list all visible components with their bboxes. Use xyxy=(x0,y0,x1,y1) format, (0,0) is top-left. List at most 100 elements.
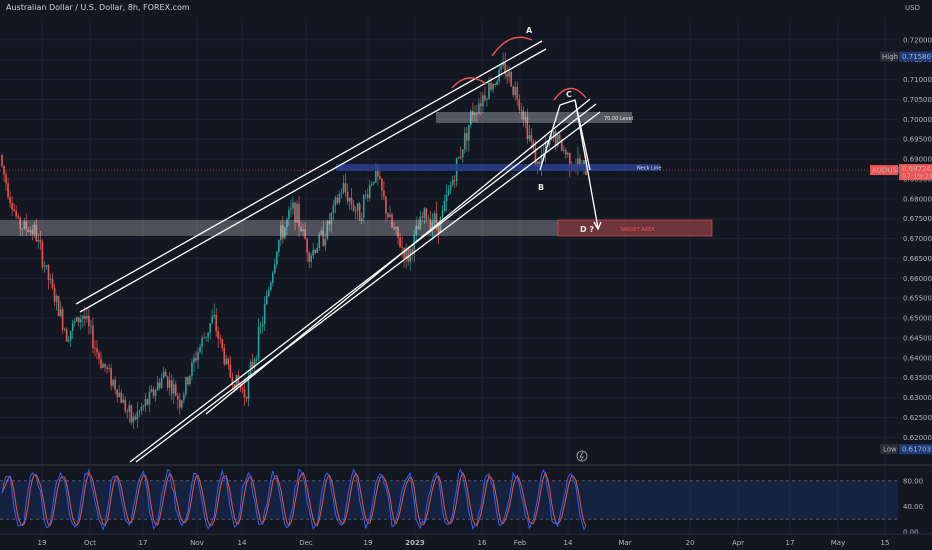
candle-body xyxy=(122,399,125,403)
time-axis: 19 Oct 17 Nov 14 Dec 19 2023 16 Feb 14 Mar 20 Apr 17 Ma… xyxy=(38,539,890,547)
candle-body xyxy=(368,184,371,198)
candle-body xyxy=(251,362,254,368)
arc-a xyxy=(491,36,533,57)
candle-body xyxy=(39,240,42,243)
candle-body xyxy=(73,321,76,323)
candle-body xyxy=(445,194,448,201)
stoch-k-line xyxy=(1,467,587,532)
price-tick: 0.62500 xyxy=(903,414,932,422)
candle-body xyxy=(104,363,106,368)
candle-body xyxy=(59,309,62,316)
candle-body xyxy=(550,136,553,138)
candle-body xyxy=(429,218,432,229)
lower-channel-line-1 xyxy=(129,103,597,463)
candle-body xyxy=(86,315,88,319)
candle-body xyxy=(114,379,116,390)
candle-body xyxy=(120,392,123,403)
candle-body xyxy=(37,240,40,242)
candle-body xyxy=(162,371,165,378)
time-tick: 16 xyxy=(478,539,487,547)
candle-body xyxy=(524,117,527,120)
candle-body xyxy=(45,264,48,267)
candle-body xyxy=(459,157,462,159)
candle-body xyxy=(346,191,349,202)
candle-body xyxy=(75,317,78,322)
candle-body xyxy=(340,192,343,194)
high-value-bg xyxy=(899,51,932,62)
candle-body xyxy=(144,399,147,406)
candle-body xyxy=(465,133,468,141)
candle-body xyxy=(552,131,555,138)
candle-body xyxy=(5,174,7,184)
stoch-tick: 0.00 xyxy=(903,529,919,537)
candle-body xyxy=(164,371,167,377)
candle-body xyxy=(17,216,19,218)
candle-body xyxy=(19,217,21,229)
candle-body xyxy=(90,325,92,327)
low-label-bg xyxy=(880,444,898,455)
candle-body xyxy=(140,406,143,411)
candle-body xyxy=(419,216,422,230)
time-tick: 19 xyxy=(38,539,47,547)
level-70-label: 70.00 Level xyxy=(604,116,633,122)
candle-body xyxy=(118,392,120,397)
channel-lines xyxy=(75,40,602,463)
time-tick: Nov xyxy=(190,539,204,547)
candle-body xyxy=(350,198,353,205)
symbol-label: AUDUSD xyxy=(872,167,902,175)
candle-body xyxy=(463,133,466,150)
chart-title: Australian Dollar / U.S. Dollar, 8h, FOR… xyxy=(6,3,190,12)
candle-body xyxy=(284,227,286,239)
candle-body xyxy=(298,203,300,227)
candle-body xyxy=(80,319,82,323)
countdown: 07:19:28 xyxy=(902,173,932,181)
cd-arrow-line xyxy=(574,99,599,229)
candle-body xyxy=(312,249,314,256)
candle-body xyxy=(360,217,363,221)
lightning-icon xyxy=(576,450,588,462)
candle-body xyxy=(27,229,30,233)
candle-body xyxy=(61,309,64,330)
candle-body xyxy=(245,397,248,400)
candle-body xyxy=(504,62,506,74)
candle-body xyxy=(395,226,397,230)
candle-body xyxy=(106,367,108,369)
candle-body xyxy=(433,213,436,223)
zone-070 xyxy=(436,112,632,123)
candle-body xyxy=(437,222,440,233)
candle-body xyxy=(377,166,379,177)
candle-body xyxy=(375,166,377,182)
candle-body xyxy=(179,399,181,408)
candle-body xyxy=(506,73,508,77)
candle-body xyxy=(478,103,480,114)
candle-body xyxy=(324,238,327,246)
candle-body xyxy=(530,134,533,142)
candle-body xyxy=(229,364,232,378)
candle-body xyxy=(88,315,90,326)
stoch-tick: 40.00 xyxy=(903,503,923,511)
candle-body xyxy=(348,198,351,202)
candle-body xyxy=(276,251,278,265)
candle-body xyxy=(263,304,266,325)
candle-body xyxy=(55,295,58,302)
upper-channel-line-2 xyxy=(79,48,547,313)
candle-body xyxy=(69,330,72,341)
candle-body xyxy=(146,399,149,405)
price-tick: 0.64500 xyxy=(903,334,932,342)
candle-body xyxy=(261,324,264,327)
candle-body xyxy=(172,384,175,394)
candle-body xyxy=(534,148,537,167)
candle-body xyxy=(308,252,310,262)
candle-body xyxy=(417,225,420,230)
candle-body xyxy=(223,348,226,365)
candle-body xyxy=(334,197,337,206)
cd-arrow-head xyxy=(593,221,602,231)
last-value: 0.68724 xyxy=(902,165,931,173)
candle-body xyxy=(47,264,50,280)
candle-body xyxy=(300,226,302,232)
candle-body xyxy=(502,62,504,67)
candle-body xyxy=(221,339,224,349)
candle-body xyxy=(316,248,319,254)
candle-body xyxy=(330,212,333,225)
